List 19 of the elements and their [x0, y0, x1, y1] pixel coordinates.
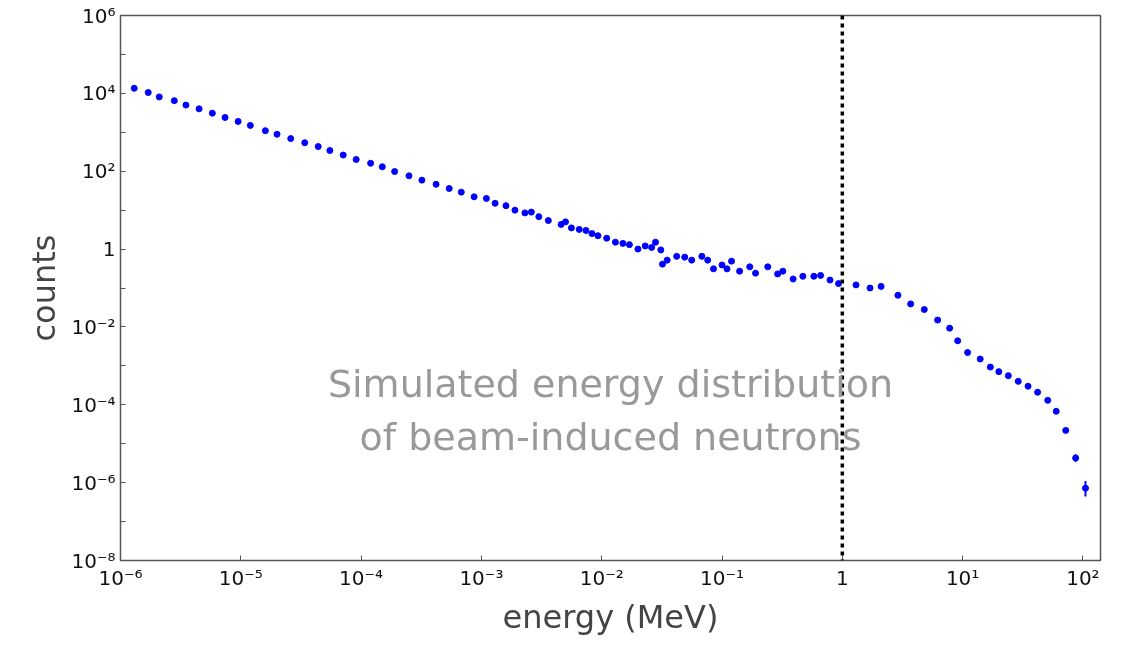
y-axis-title: counts: [25, 234, 64, 342]
x-tick-label: 10⁻³: [459, 565, 504, 590]
y-tick-label: 10²: [82, 159, 116, 184]
y-tick-label: 10⁻²: [71, 314, 116, 339]
x-tick-label: 10⁻¹: [700, 565, 745, 590]
x-tick-label: 10⁻⁴: [339, 565, 384, 590]
x-axis-title: energy (MeV): [502, 597, 719, 636]
x-tick-label: 10¹: [945, 565, 980, 590]
x-tick-label: 1: [835, 565, 849, 590]
y-tick-label: 10⁻⁴: [71, 392, 116, 417]
annotation: Simulated energy distribution of beam-induced neutrons: [327, 362, 894, 459]
y-tick-label: 10⁶: [82, 3, 116, 28]
x-tick-label: 10⁻⁵: [218, 565, 263, 590]
x-tick-label: 10⁻⁶: [98, 565, 143, 590]
y-tick-label: 10⁻⁶: [71, 470, 116, 495]
y-tick-label: 1: [102, 237, 116, 262]
x-tick-label: 10²: [1066, 565, 1100, 590]
x-tick-label: 10⁻²: [579, 565, 624, 590]
y-tick-label: 10⁴: [82, 81, 116, 106]
